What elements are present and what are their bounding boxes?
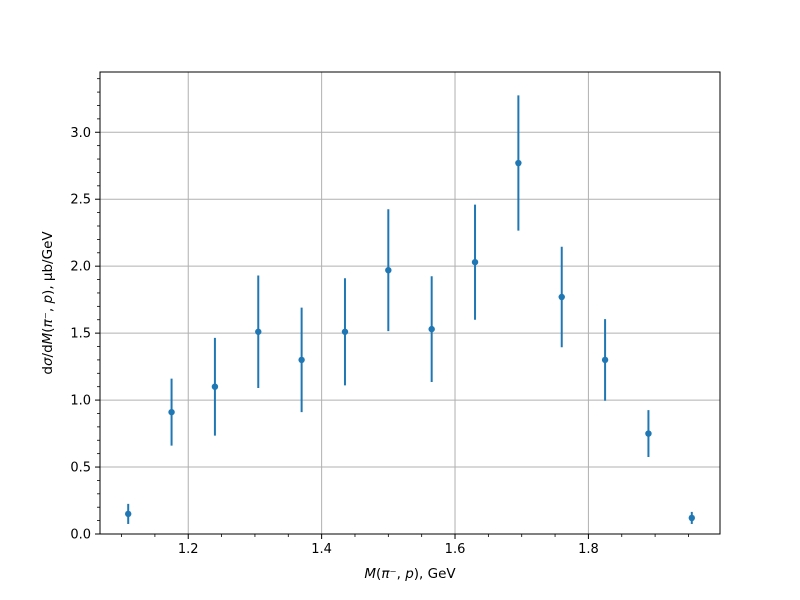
data-point-marker [645,430,652,437]
y-tick-label: 0.0 [70,528,91,543]
data-point-marker [688,514,695,522]
x-axis-label: M(π⁻, p), GeV [364,566,456,582]
data-point-marker [558,293,565,301]
data-point-marker [471,258,479,266]
data-point-marker [515,159,522,167]
x-tick-label: 1.4 [311,542,332,557]
plot-border [99,71,721,535]
x-tick-label: 1.2 [178,542,199,557]
data-point-marker [168,408,175,416]
y-tick-label: 1.5 [70,327,91,342]
y-tick-label: 1.0 [70,394,91,409]
data-point-marker [255,328,262,335]
y-tick-label: 3.0 [70,126,91,141]
y-tick-label: 2.0 [70,260,91,275]
x-tick-label: 1.8 [578,542,599,557]
y-axis-label: dσ/dM(π⁻, p), μb/GeV [40,231,56,375]
data-point-marker [601,356,609,364]
data-point-marker [341,328,349,335]
x-tick-label: 1.6 [445,542,466,557]
y-tick-label: 0.5 [70,461,91,476]
data-point-marker [385,266,392,274]
data-point-marker [125,510,132,518]
data-point-marker [298,356,305,364]
data-point-marker [428,325,435,333]
data-point-marker [211,383,219,390]
y-tick-label: 2.5 [70,193,91,208]
